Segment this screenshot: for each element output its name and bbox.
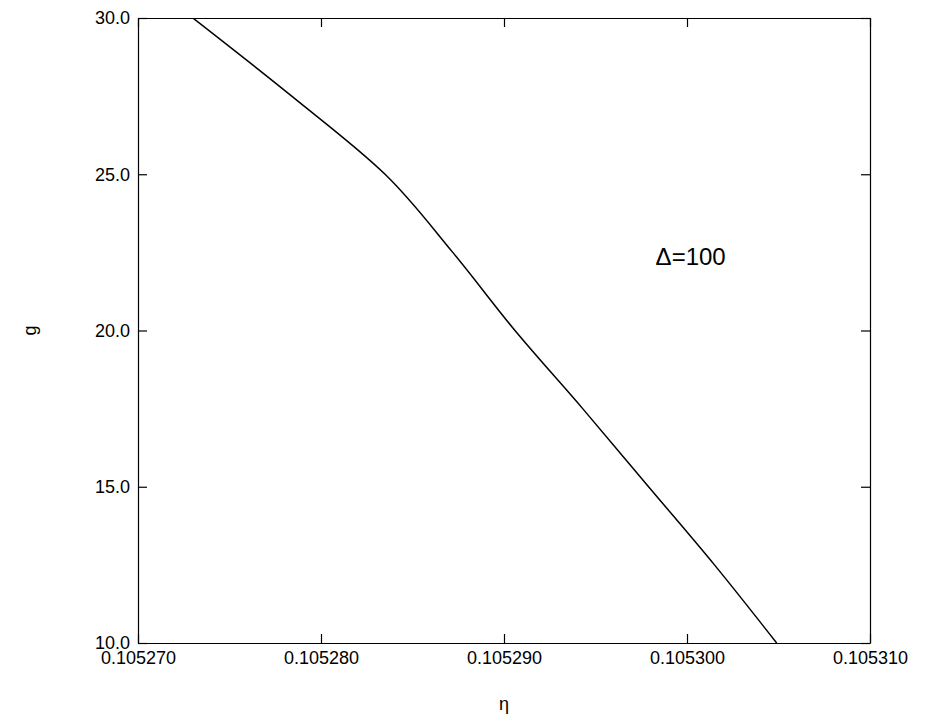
tick-mark — [861, 487, 870, 488]
y-axis: 10.0 15.0 20.0 25.0 30.0 — [95, 8, 147, 653]
tick-label: 25.0 — [95, 165, 130, 185]
tick-mark — [687, 634, 688, 643]
x-axis-top — [139, 18, 871, 27]
tick — [861, 487, 870, 488]
tick-mark — [861, 18, 870, 19]
x-axis: 0.1052700.1052800.1052900.1053000.105310 — [101, 634, 908, 668]
tick-label: 0.105280 — [284, 648, 359, 668]
tick-label: 0.105300 — [650, 648, 725, 668]
tick — [687, 18, 688, 27]
tick: 25.0 — [95, 165, 147, 185]
line — [193, 18, 777, 643]
tick-mark — [504, 634, 505, 643]
tick-mark — [321, 634, 322, 643]
plot: 0.1052700.1052800.1052900.1053000.105310… — [95, 8, 908, 668]
tick — [861, 174, 870, 175]
annotation: Δ=100 — [656, 243, 726, 270]
tick-label: 10.0 — [95, 633, 130, 653]
x-axis-line — [139, 643, 871, 644]
tick-mark — [504, 18, 505, 27]
tick-mark — [861, 330, 870, 331]
y-axis-right-line — [870, 19, 871, 644]
tick — [861, 18, 870, 19]
tick — [861, 331, 870, 332]
tick-mark — [138, 643, 147, 644]
tick-mark — [861, 643, 870, 644]
y-axis-title: g — [20, 325, 40, 335]
marks — [193, 18, 777, 643]
chart: 0.1052700.1052800.1052900.1053000.105310… — [0, 0, 931, 718]
tick: 0.105290 — [467, 634, 542, 668]
tick-label: 0.105290 — [467, 648, 542, 668]
tick — [321, 18, 322, 27]
tick-label: 0.105310 — [833, 648, 908, 668]
tick — [861, 643, 870, 644]
x-axis-title: η — [499, 694, 509, 714]
y-axis-right — [861, 19, 871, 644]
tick-label: 20.0 — [95, 321, 130, 341]
tick: 30.0 — [95, 8, 147, 28]
tick-mark — [687, 18, 688, 27]
tick: 10.0 — [95, 633, 147, 653]
tick: 0.105280 — [284, 634, 359, 668]
tick-label: 30.0 — [95, 8, 130, 28]
tick-mark — [861, 174, 870, 175]
tick: 20.0 — [95, 321, 147, 341]
tick-mark — [321, 18, 322, 27]
tick-label: 15.0 — [95, 477, 130, 497]
tick — [504, 18, 505, 27]
tick: 15.0 — [95, 477, 147, 497]
tick: 0.105300 — [650, 634, 725, 668]
tick-mark — [138, 18, 147, 19]
tick-mark — [138, 174, 147, 175]
tick-mark — [138, 487, 147, 488]
tick-mark — [138, 330, 147, 331]
